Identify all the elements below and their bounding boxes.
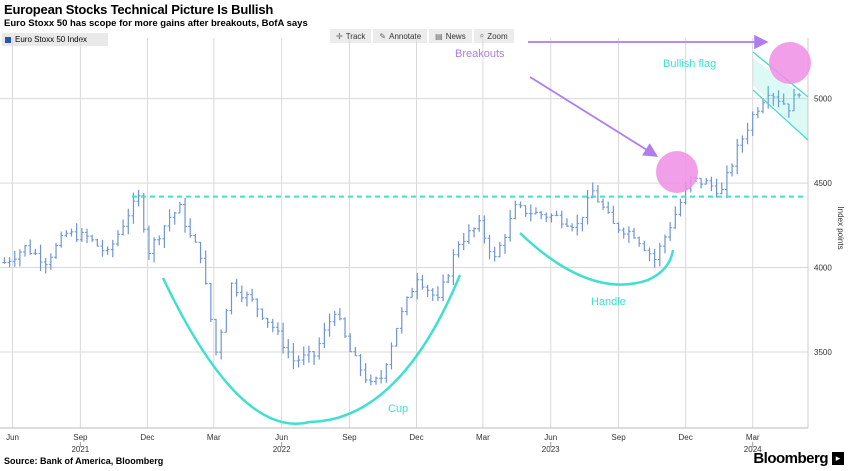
y-tick-label: 4500 (814, 179, 832, 188)
bloomberg-box-icon: ▸ (832, 452, 844, 465)
news-button[interactable]: ▤ News (429, 29, 472, 43)
zoom-button[interactable]: ⌕ Zoom (473, 29, 514, 43)
crosshair-icon: ✛ (336, 31, 343, 41)
x-year-label: 2024 (744, 445, 762, 454)
news-icon: ▤ (435, 31, 443, 41)
label-bullish-flag: Bullish flag (663, 58, 716, 70)
x-month-label: Sep (342, 433, 357, 442)
y-tick-label: 5000 (814, 95, 832, 104)
annotate-button[interactable]: ✎ Annotate (373, 29, 428, 43)
label-breakouts: Breakouts (455, 48, 505, 60)
cup-curve (161, 274, 462, 425)
gridlines (0, 38, 808, 428)
track-label: Track (345, 31, 366, 41)
y-axis: 3500 4000 4500 5000 Index points (807, 38, 845, 428)
chart-subtitle: Euro Stoxx 50 has scope for more gains a… (4, 18, 308, 29)
breakout-circle-2 (769, 42, 811, 84)
annotate-label: Annotate (389, 31, 422, 41)
track-button[interactable]: ✛ Track (330, 29, 372, 43)
x-month-label: Dec (140, 433, 154, 442)
label-cup: Cup (388, 403, 408, 415)
x-month-label: Mar (746, 433, 760, 442)
zoom-label: Zoom (487, 31, 508, 41)
y-axis-title: Index points (836, 206, 845, 249)
x-month-label: Jun (544, 433, 557, 442)
handle-curve (519, 232, 675, 286)
breakout-arrow-1 (529, 76, 659, 157)
y-tick-label: 3500 (814, 348, 832, 357)
x-month-label: Dec (679, 433, 693, 442)
news-label: News (445, 31, 466, 41)
x-month-label: Jun (6, 433, 19, 442)
legend[interactable]: Euro Stoxx 50 Index (2, 33, 108, 46)
x-year-label: 2023 (542, 445, 560, 454)
legend-swatch (5, 36, 11, 43)
flag-fill (753, 58, 808, 140)
annotations: Breakouts Bullish flag Cup Handle (131, 34, 811, 425)
source-note: Source: Bank of America, Bloomberg (4, 456, 164, 466)
chart-toolbar: ✛ Track ✎ Annotate ▤ News ⌕ Zoom (330, 29, 514, 43)
bloomberg-logo: Bloomberg (753, 450, 828, 467)
x-month-label: Sep (73, 433, 88, 442)
x-month-label: Dec (409, 433, 423, 442)
breakout-circle-1 (656, 151, 698, 193)
legend-label: Euro Stoxx 50 Index (15, 35, 88, 44)
label-handle: Handle (591, 296, 626, 308)
y-tick-label: 4000 (814, 264, 832, 273)
magnifier-icon: ⌕ (479, 31, 485, 40)
pencil-icon: ✎ (379, 31, 387, 41)
x-year-label: 2021 (71, 445, 89, 454)
x-month-label: Sep (611, 433, 626, 442)
flag-lower-line (752, 89, 809, 141)
x-axis: Jun Sep Dec Mar Jun Sep Dec Mar Jun Sep Dec Mar 2021… (0, 427, 808, 454)
x-month-label: Mar (207, 433, 221, 442)
price-bars (2, 86, 802, 386)
x-year-label: 2022 (273, 445, 291, 454)
x-month-label: Mar (476, 433, 490, 442)
x-month-label: Jun (275, 433, 288, 442)
chart-title: European Stocks Technical Picture Is Bul… (4, 2, 274, 17)
